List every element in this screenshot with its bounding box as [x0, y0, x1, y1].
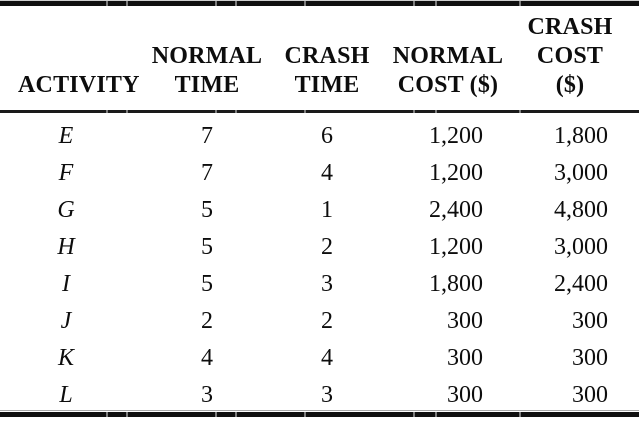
- column-grid-notch: [235, 412, 237, 417]
- column-header-label-line: ACTIVITY: [18, 72, 140, 98]
- column-grid-notch: [215, 412, 217, 417]
- header-separator-rule: [0, 110, 639, 113]
- cell-activity: J: [60, 308, 72, 335]
- column-grid-notch: [413, 412, 415, 417]
- column-header-label-line: COST: [536, 43, 604, 69]
- column-header-normal-time: NORMAL TIME: [132, 7, 282, 110]
- column-header-crash-time: CRASH TIME: [282, 7, 372, 110]
- cell-normal-cost: 1,200: [429, 122, 483, 149]
- cell-normal-cost: 1,200: [429, 233, 483, 260]
- cell-normal-cost: 1,200: [429, 159, 483, 186]
- column-grid-notch: [413, 1, 415, 6]
- cell-normal-time: 2: [201, 308, 213, 335]
- column-header-label-line: NORMAL: [151, 43, 263, 69]
- cell-activity: E: [58, 122, 74, 149]
- cell-crash-cost: 300: [572, 345, 608, 372]
- cell-normal-time: 5: [201, 196, 213, 223]
- cell-normal-cost: 300: [447, 345, 483, 372]
- cell-normal-cost: 300: [447, 308, 483, 335]
- cell-activity: I: [62, 270, 70, 297]
- cell-crash-time: 1: [321, 196, 333, 223]
- column-header-label-line: NORMAL: [392, 43, 504, 69]
- column-grid-notch: [304, 412, 306, 417]
- cell-crash-time: 3: [321, 382, 333, 409]
- scan-hairline-top: [0, 0, 639, 1]
- table-header-row: ACTIVITY NORMAL TIME CRASH TIME NORMAL COST ($…: [0, 7, 639, 110]
- column-grid-notch: [215, 1, 217, 6]
- column-header-activity: ACTIVITY: [0, 7, 139, 110]
- column-grid-notch: [106, 110, 108, 113]
- table-body: E 7 6 1,200 1,800 F 7 4 1,200 3,000 G 5 1 2,400 4,800 H…: [0, 113, 639, 410]
- cell-normal-time: 7: [201, 122, 213, 149]
- column-header-label-line: CRASH: [284, 43, 370, 69]
- cell-crash-time: 2: [321, 308, 333, 335]
- cell-crash-cost: 1,800: [554, 122, 608, 149]
- column-header-normal-cost: NORMAL COST ($): [372, 7, 512, 110]
- column-header-label-line: ($): [555, 72, 585, 98]
- cell-crash-cost: 3,000: [554, 233, 608, 260]
- cell-activity: K: [57, 345, 74, 372]
- cell-normal-cost: 1,800: [429, 270, 483, 297]
- column-header-crash-cost: CRASH COST ($): [512, 7, 639, 110]
- column-header-label-line: CRASH: [527, 14, 613, 40]
- column-grid-notch: [215, 110, 217, 113]
- column-grid-notch: [304, 1, 306, 6]
- cell-crash-cost: 300: [572, 308, 608, 335]
- column-grid-notch: [235, 1, 237, 6]
- column-grid-notch: [435, 412, 437, 417]
- column-grid-notch: [304, 110, 306, 113]
- cell-crash-cost: 3,000: [554, 159, 608, 186]
- cell-activity: F: [58, 159, 74, 186]
- column-grid-notch: [126, 1, 128, 6]
- column-grid-notch: [519, 412, 521, 417]
- column-header-label-line: TIME: [174, 72, 240, 98]
- cell-activity: H: [57, 233, 75, 260]
- column-grid-notch: [413, 110, 415, 113]
- cell-normal-cost: 2,400: [429, 196, 483, 223]
- cell-activity: G: [57, 196, 75, 223]
- column-grid-notch: [519, 1, 521, 6]
- cell-normal-time: 7: [201, 159, 213, 186]
- column-header-label-line: COST ($): [397, 72, 499, 98]
- table-top-rule: [0, 1, 639, 6]
- column-grid-notch: [235, 110, 237, 113]
- column-grid-notch: [519, 110, 521, 113]
- cell-normal-time: 3: [201, 382, 213, 409]
- cell-crash-cost: 300: [572, 382, 608, 409]
- cell-activity: L: [59, 382, 73, 409]
- column-grid-notch: [126, 412, 128, 417]
- column-grid-notch: [435, 110, 437, 113]
- column-grid-notch: [106, 412, 108, 417]
- column-grid-notch: [126, 110, 128, 113]
- table-bottom-rule: [0, 412, 639, 417]
- cell-crash-time: 2: [321, 233, 333, 260]
- cell-crash-time: 4: [321, 159, 333, 186]
- cell-normal-time: 4: [201, 345, 213, 372]
- cell-normal-time: 5: [201, 233, 213, 260]
- scan-hairline-bottom: [0, 410, 639, 411]
- column-grid-notch: [435, 1, 437, 6]
- cell-crash-cost: 2,400: [554, 270, 608, 297]
- cell-crash-cost: 4,800: [554, 196, 608, 223]
- cell-crash-time: 6: [321, 122, 333, 149]
- cell-normal-time: 5: [201, 270, 213, 297]
- cell-normal-cost: 300: [447, 382, 483, 409]
- cell-crash-time: 3: [321, 270, 333, 297]
- cell-crash-time: 4: [321, 345, 333, 372]
- column-grid-notch: [106, 1, 108, 6]
- column-header-label-line: TIME: [294, 72, 360, 98]
